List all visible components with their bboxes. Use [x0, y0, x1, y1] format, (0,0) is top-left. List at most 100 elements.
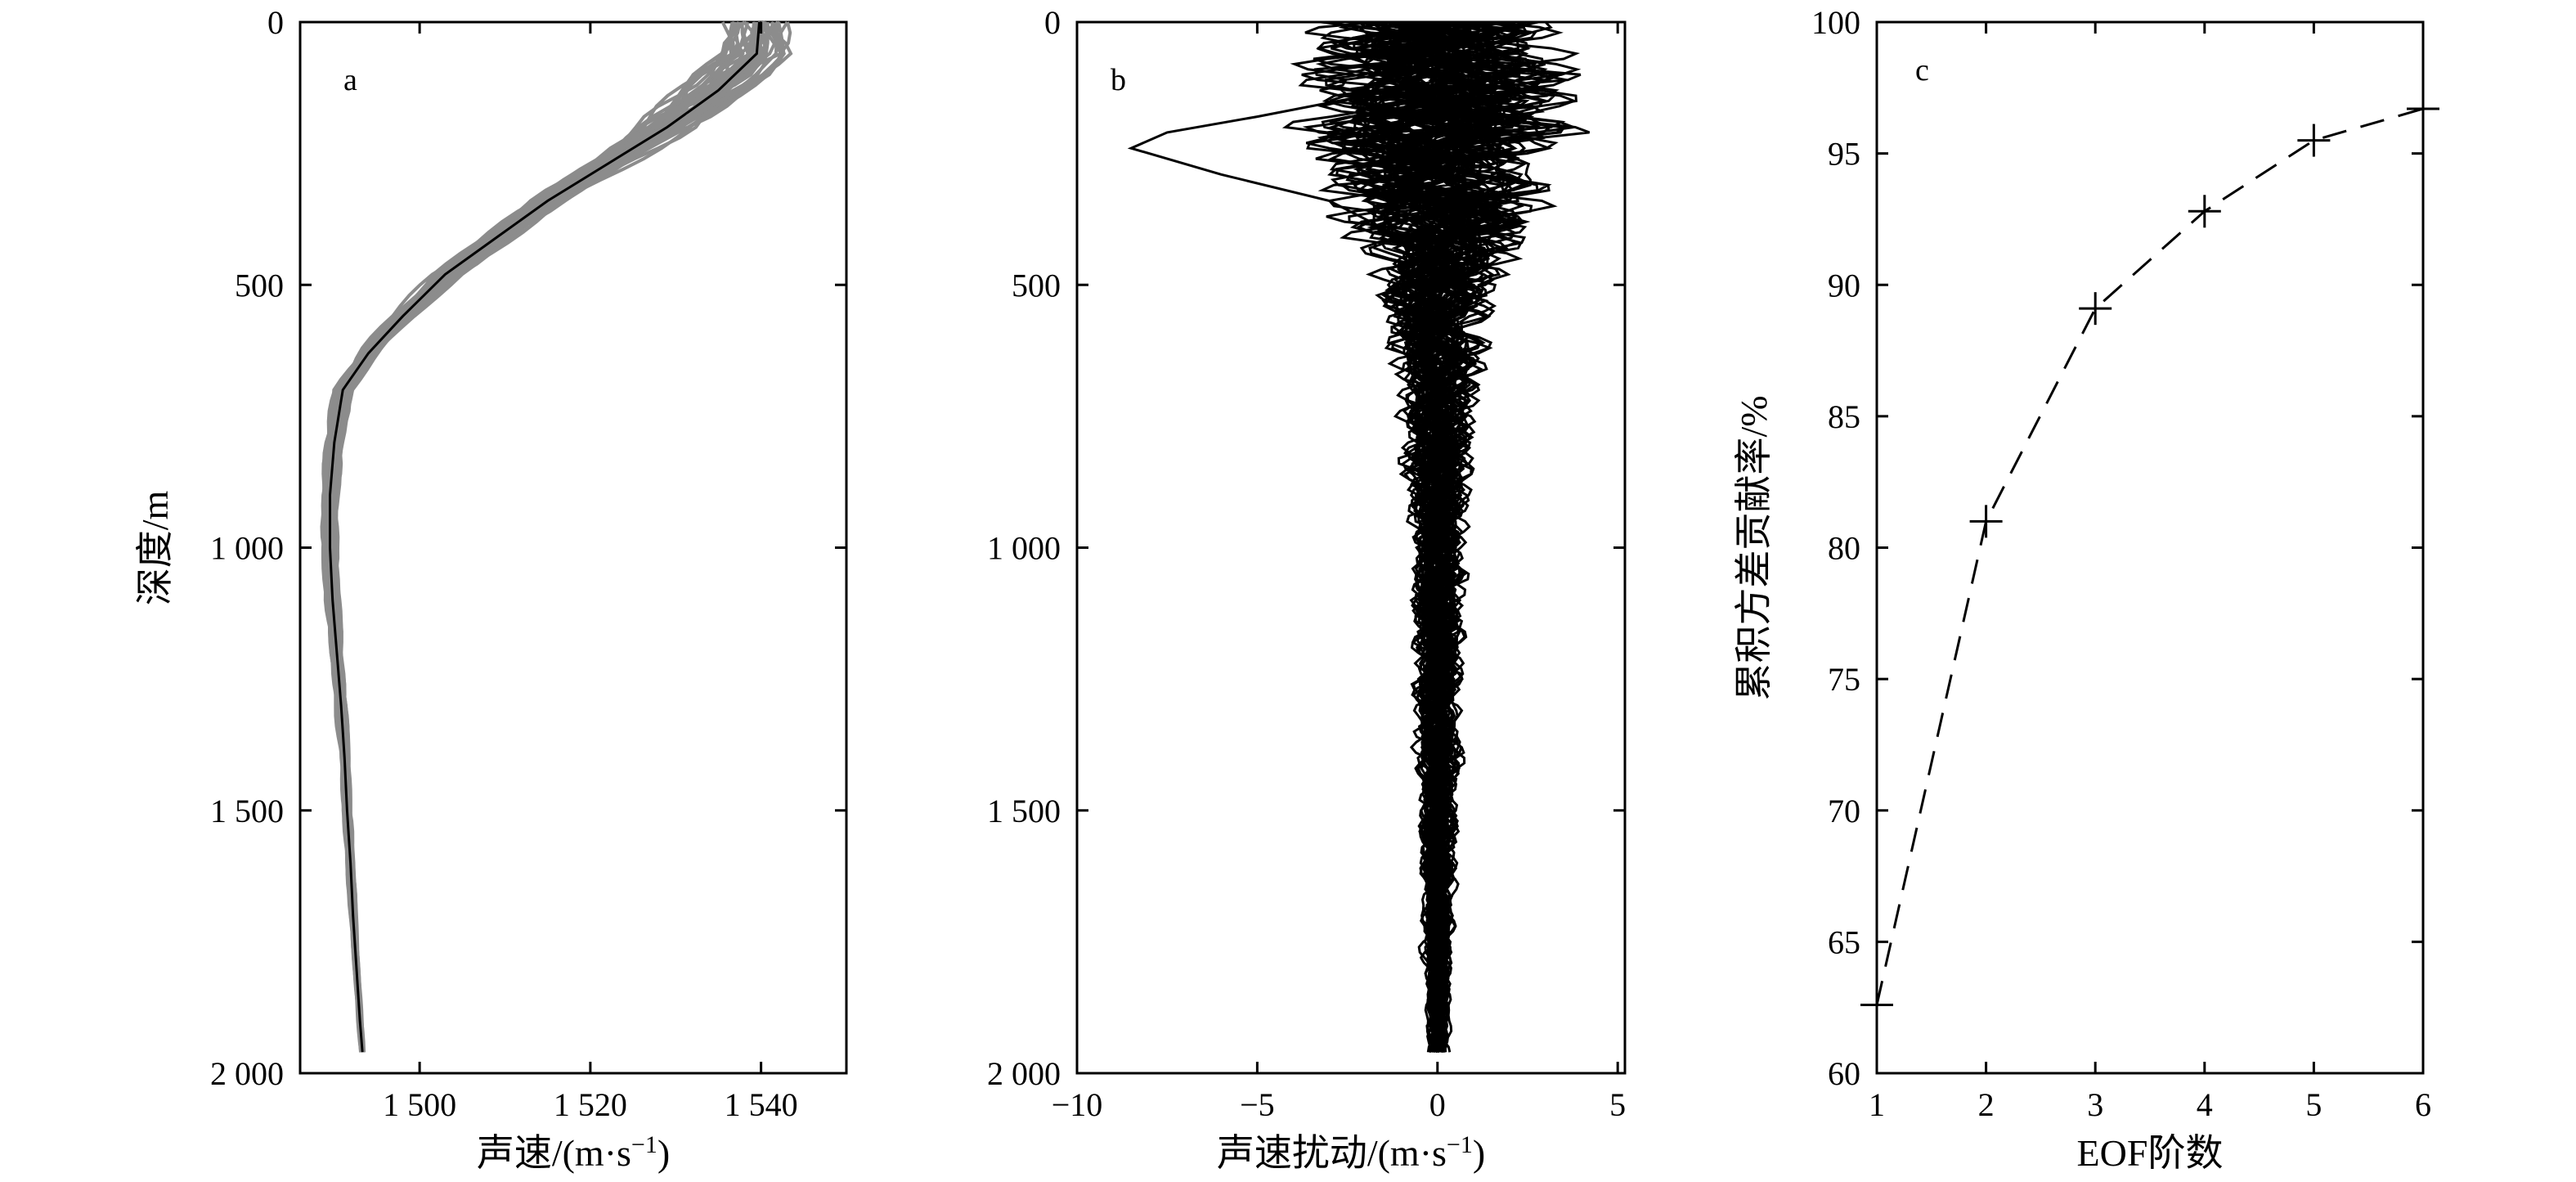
y-tick-label: 0	[267, 4, 284, 41]
x-tick-label: 5	[1609, 1086, 1626, 1123]
ensemble-profile-line	[327, 21, 769, 1053]
y-tick-label: 2 000	[210, 1055, 284, 1092]
ensemble-profile-line	[326, 21, 763, 1053]
panel-c-y-axis-label: 累积方差贡献率/%	[1733, 395, 1775, 700]
ensemble-profile-line	[320, 20, 746, 1053]
ensemble-profile-line	[321, 21, 740, 1053]
ensemble-profile-line	[321, 21, 769, 1053]
y-tick-label: 60	[1828, 1055, 1860, 1092]
ensemble-profile-line	[326, 21, 766, 1053]
ensemble-profile-line	[327, 21, 781, 1053]
panel-c-label: c	[1915, 53, 1929, 88]
ensemble-profile-line	[321, 21, 736, 1053]
ensemble-profile-line	[324, 20, 781, 1053]
x-tick-label: 6	[2415, 1086, 2431, 1123]
ensemble-profile-line	[327, 21, 787, 1053]
ensemble-profile-line	[328, 20, 789, 1053]
panel-a-plot-area	[320, 20, 793, 1053]
y-tick-label: 500	[1012, 267, 1061, 303]
panel-a-y-axis: 0 500 1 000 1 500 2 000	[210, 4, 846, 1092]
ensemble-profile-line	[322, 20, 765, 1053]
ensemble-profile-line	[323, 21, 735, 1053]
ensemble-profile-line	[327, 21, 750, 1053]
ensemble-profile-line	[324, 22, 761, 1053]
ensemble-profile-line	[327, 21, 737, 1053]
ensemble-profile-line	[331, 21, 783, 1053]
y-tick-label: 75	[1828, 661, 1860, 698]
panel-c-x-axis: 1 2 3 4 5 6	[1869, 22, 2431, 1123]
ensemble-profile-line	[328, 20, 786, 1053]
perturbation-profile-line	[1324, 20, 1551, 1054]
panel-b-x-axis-label: 声速扰动/(m·s−1)	[1217, 1131, 1485, 1175]
panel-a-x-axis: 1 500 1 520 1 540	[383, 22, 798, 1123]
ensemble-profile-line	[324, 21, 775, 1053]
ensemble-profile-line	[323, 21, 752, 1053]
panel-a-x-axis-label: 声速/(m·s−1)	[477, 1131, 670, 1175]
y-tick-label: 500	[235, 267, 284, 303]
ensemble-profile-line	[323, 21, 742, 1053]
panel-b-y-axis: 0 500 1 000 1 500 2 000	[987, 4, 1625, 1092]
panel-a-y-axis-label: 深度/m	[134, 491, 176, 606]
ensemble-profile-line	[326, 22, 770, 1053]
y-tick-label: 80	[1828, 530, 1860, 567]
x-tick-label: 1 500	[383, 1086, 456, 1123]
ensemble-profile-line	[330, 21, 792, 1053]
perturbation-profile-line	[1313, 20, 1567, 1054]
y-tick-label: 100	[1811, 4, 1860, 41]
ensemble-profile-line	[324, 21, 776, 1053]
ensemble-profile-line	[321, 21, 737, 1053]
y-tick-label: 65	[1828, 924, 1860, 960]
y-tick-label: 70	[1828, 793, 1860, 829]
perturbation-profile-line	[1374, 20, 1510, 1053]
x-tick-label: 2	[1978, 1086, 1995, 1123]
ensemble-profile-line	[329, 20, 761, 1053]
ensemble-profile-line	[331, 21, 783, 1053]
panel-b-plot-area	[1127, 20, 1591, 1054]
y-tick-label: 1 500	[987, 793, 1061, 829]
perturbation-profile-line	[1317, 20, 1552, 1053]
ensemble-profile-line	[321, 20, 765, 1053]
ensemble-profile-line	[324, 21, 736, 1053]
x-tick-label: 4	[2197, 1086, 2213, 1123]
mean-profile-line	[329, 21, 761, 1053]
ensemble-profile-line	[324, 21, 765, 1053]
y-tick-label: 1 500	[210, 793, 284, 829]
ensemble-profile-line	[324, 20, 779, 1053]
panel-c-frame	[1875, 20, 2425, 1075]
panel-c: 1 2 3 4 5 6 60 65 70 75 80 85 90 95 100 c EOF阶数 累积方差贡…	[1733, 4, 2439, 1174]
perturbation-profile-line	[1389, 21, 1496, 1053]
y-tick-label: 1 000	[987, 530, 1061, 567]
x-tick-label: 1 520	[554, 1086, 627, 1123]
panel-b-label: b	[1111, 63, 1126, 97]
ensemble-profile-line	[329, 20, 793, 1053]
y-tick-label: 2 000	[987, 1055, 1061, 1092]
panel-a: 1 500 1 520 1 540 0 500 1 000 1 500 2 000 a 声速…	[134, 4, 848, 1175]
x-tick-label: 1	[1869, 1086, 1885, 1123]
x-tick-label: −10	[1052, 1086, 1103, 1123]
outlier-perturbation-line	[1127, 21, 1443, 443]
cumulative-variance-line	[1875, 107, 2424, 1005]
x-tick-label: 3	[2087, 1086, 2103, 1123]
y-tick-label: 85	[1828, 398, 1860, 435]
ensemble-profile-line	[324, 21, 759, 1053]
y-tick-label: 95	[1828, 136, 1860, 173]
panel-c-plot-area	[1860, 92, 2439, 1022]
ensemble-profile-line	[327, 21, 769, 1053]
y-tick-label: 0	[1044, 4, 1061, 41]
x-tick-label: 5	[2305, 1086, 2322, 1123]
x-tick-label: 1 540	[725, 1086, 798, 1123]
y-tick-label: 90	[1828, 267, 1860, 303]
panel-b: −10 −5 0 5 0 500 1 000 1 500 2 000 b 声速扰动/(m·s−…	[987, 4, 1627, 1175]
panel-a-label: a	[343, 63, 357, 97]
x-tick-label: −5	[1240, 1086, 1275, 1123]
ensemble-profile-line	[325, 21, 750, 1053]
ensemble-profile-line	[326, 21, 786, 1053]
ensemble-profile-line	[322, 21, 745, 1053]
panel-c-x-axis-label: EOF阶数	[2077, 1132, 2224, 1174]
x-tick-label: 0	[1429, 1086, 1446, 1123]
ensemble-profile-line	[322, 20, 764, 1053]
ensemble-profile-line	[325, 20, 766, 1053]
panel-b-x-axis: −10 −5 0 5	[1052, 22, 1626, 1123]
ensemble-profile-line	[322, 21, 741, 1053]
